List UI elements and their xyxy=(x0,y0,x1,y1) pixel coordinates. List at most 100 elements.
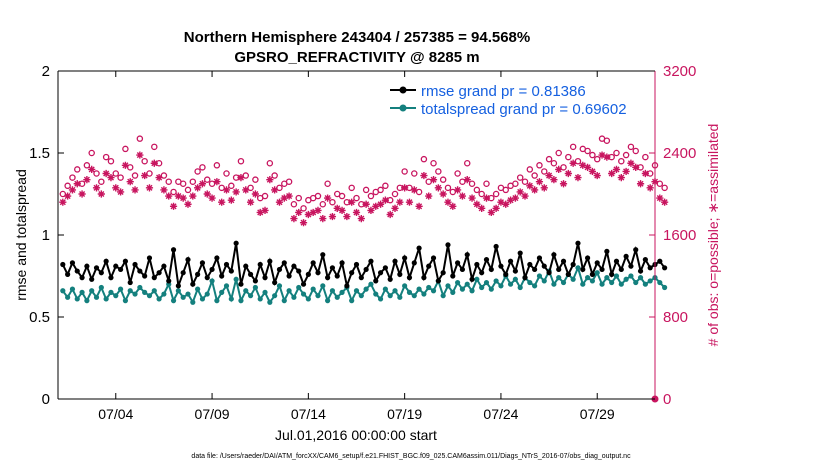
point-rmse xyxy=(315,270,321,276)
point-assimilated xyxy=(213,178,221,186)
point-assimilated xyxy=(319,215,327,223)
point-assimilated xyxy=(328,212,337,221)
point-rmse xyxy=(560,258,567,264)
point-possible xyxy=(541,168,548,175)
point-assimilated xyxy=(598,151,606,159)
point-possible xyxy=(627,143,635,151)
point-totalspread xyxy=(334,294,340,300)
point-rmse xyxy=(103,258,109,264)
point-rmse xyxy=(300,281,307,287)
point-totalspread xyxy=(122,298,129,304)
point-totalspread xyxy=(315,293,321,299)
point-totalspread xyxy=(233,276,239,282)
point-assimilated xyxy=(222,186,231,194)
point-possible xyxy=(545,155,553,163)
point-rmse xyxy=(445,242,451,248)
point-totalspread xyxy=(382,286,388,292)
point-assimilated xyxy=(444,198,452,206)
point-totalspread xyxy=(421,291,427,297)
point-rmse xyxy=(252,278,258,284)
point-possible xyxy=(165,178,172,185)
point-rmse xyxy=(199,260,206,266)
point-rmse xyxy=(257,261,263,268)
point-assimilated xyxy=(237,174,245,182)
plot-area xyxy=(58,71,655,399)
point-possible xyxy=(300,205,307,212)
point-assimilated xyxy=(227,196,235,204)
point-assimilated xyxy=(526,182,534,190)
point-assimilated xyxy=(531,186,539,194)
point-assimilated xyxy=(396,198,404,206)
point-possible xyxy=(463,159,471,167)
point-assimilated xyxy=(401,184,409,192)
point-rmse xyxy=(517,250,523,256)
point-rmse xyxy=(185,257,191,263)
point-possible xyxy=(112,170,120,177)
point-possible xyxy=(122,145,129,153)
point-assimilated xyxy=(608,169,616,178)
point-possible xyxy=(512,180,519,187)
point-rmse xyxy=(339,260,345,266)
point-possible xyxy=(141,157,148,165)
point-assimilated xyxy=(160,186,168,194)
point-possible xyxy=(290,200,298,208)
point-assimilated xyxy=(449,202,457,210)
point-assimilated xyxy=(579,161,587,169)
point-assimilated xyxy=(425,192,433,200)
point-totalspread xyxy=(69,286,76,292)
series-totalspread xyxy=(60,264,668,305)
point-assimilated xyxy=(203,190,211,198)
point-totalspread xyxy=(532,283,538,289)
point-totalspread xyxy=(286,288,292,294)
point-assimilated xyxy=(64,192,72,200)
point-rmse xyxy=(450,273,456,279)
point-rmse xyxy=(151,275,157,281)
point-assimilated xyxy=(174,192,182,200)
point-possible xyxy=(74,166,81,173)
point-assimilated xyxy=(636,180,645,188)
point-assimilated xyxy=(386,210,394,219)
point-totalspread xyxy=(117,286,124,292)
point-rmse xyxy=(170,247,177,253)
point-assimilated xyxy=(415,202,423,210)
point-possible xyxy=(565,153,572,161)
point-assimilated xyxy=(194,184,202,192)
point-rmse xyxy=(65,271,71,277)
point-possible xyxy=(478,190,485,198)
point-possible xyxy=(314,192,322,200)
point-rmse xyxy=(406,275,413,281)
point-totalspread xyxy=(272,293,278,299)
point-totalspread xyxy=(430,288,437,294)
point-assimilated xyxy=(97,190,105,198)
point-possible xyxy=(199,164,206,171)
point-rmse xyxy=(642,257,648,263)
chart-title-line2: GPSRO_REFRACTIVITY @ 8285 m xyxy=(234,49,479,66)
point-totalspread xyxy=(180,294,186,300)
point-totalspread xyxy=(296,284,302,291)
point-possible xyxy=(271,172,278,179)
point-rmse xyxy=(589,271,596,277)
point-totalspread xyxy=(440,293,446,299)
point-totalspread xyxy=(397,294,403,300)
point-totalspread xyxy=(527,279,533,286)
point-rmse xyxy=(214,255,220,261)
point-assimilated xyxy=(246,198,255,206)
x-tick-label: 07/24 xyxy=(483,406,518,422)
point-assimilated xyxy=(189,192,197,200)
point-assimilated xyxy=(603,153,611,161)
point-assimilated xyxy=(497,198,505,206)
point-totalspread xyxy=(368,281,374,287)
point-rmse xyxy=(556,266,562,273)
point-rmse xyxy=(368,258,374,264)
y-axis-label-right: # of obs: o=possible; ∗=assimilated xyxy=(705,124,721,347)
legend: rmse grand pr = 0.81386 totalspread gran… xyxy=(390,83,627,118)
point-rmse xyxy=(604,248,610,254)
point-totalspread xyxy=(257,296,263,302)
point-assimilated xyxy=(502,200,510,208)
point-totalspread xyxy=(402,283,408,289)
point-assimilated xyxy=(627,159,635,167)
point-possible xyxy=(83,162,91,169)
point-assimilated xyxy=(511,194,519,202)
point-possible xyxy=(107,157,115,165)
point-possible xyxy=(367,192,375,200)
